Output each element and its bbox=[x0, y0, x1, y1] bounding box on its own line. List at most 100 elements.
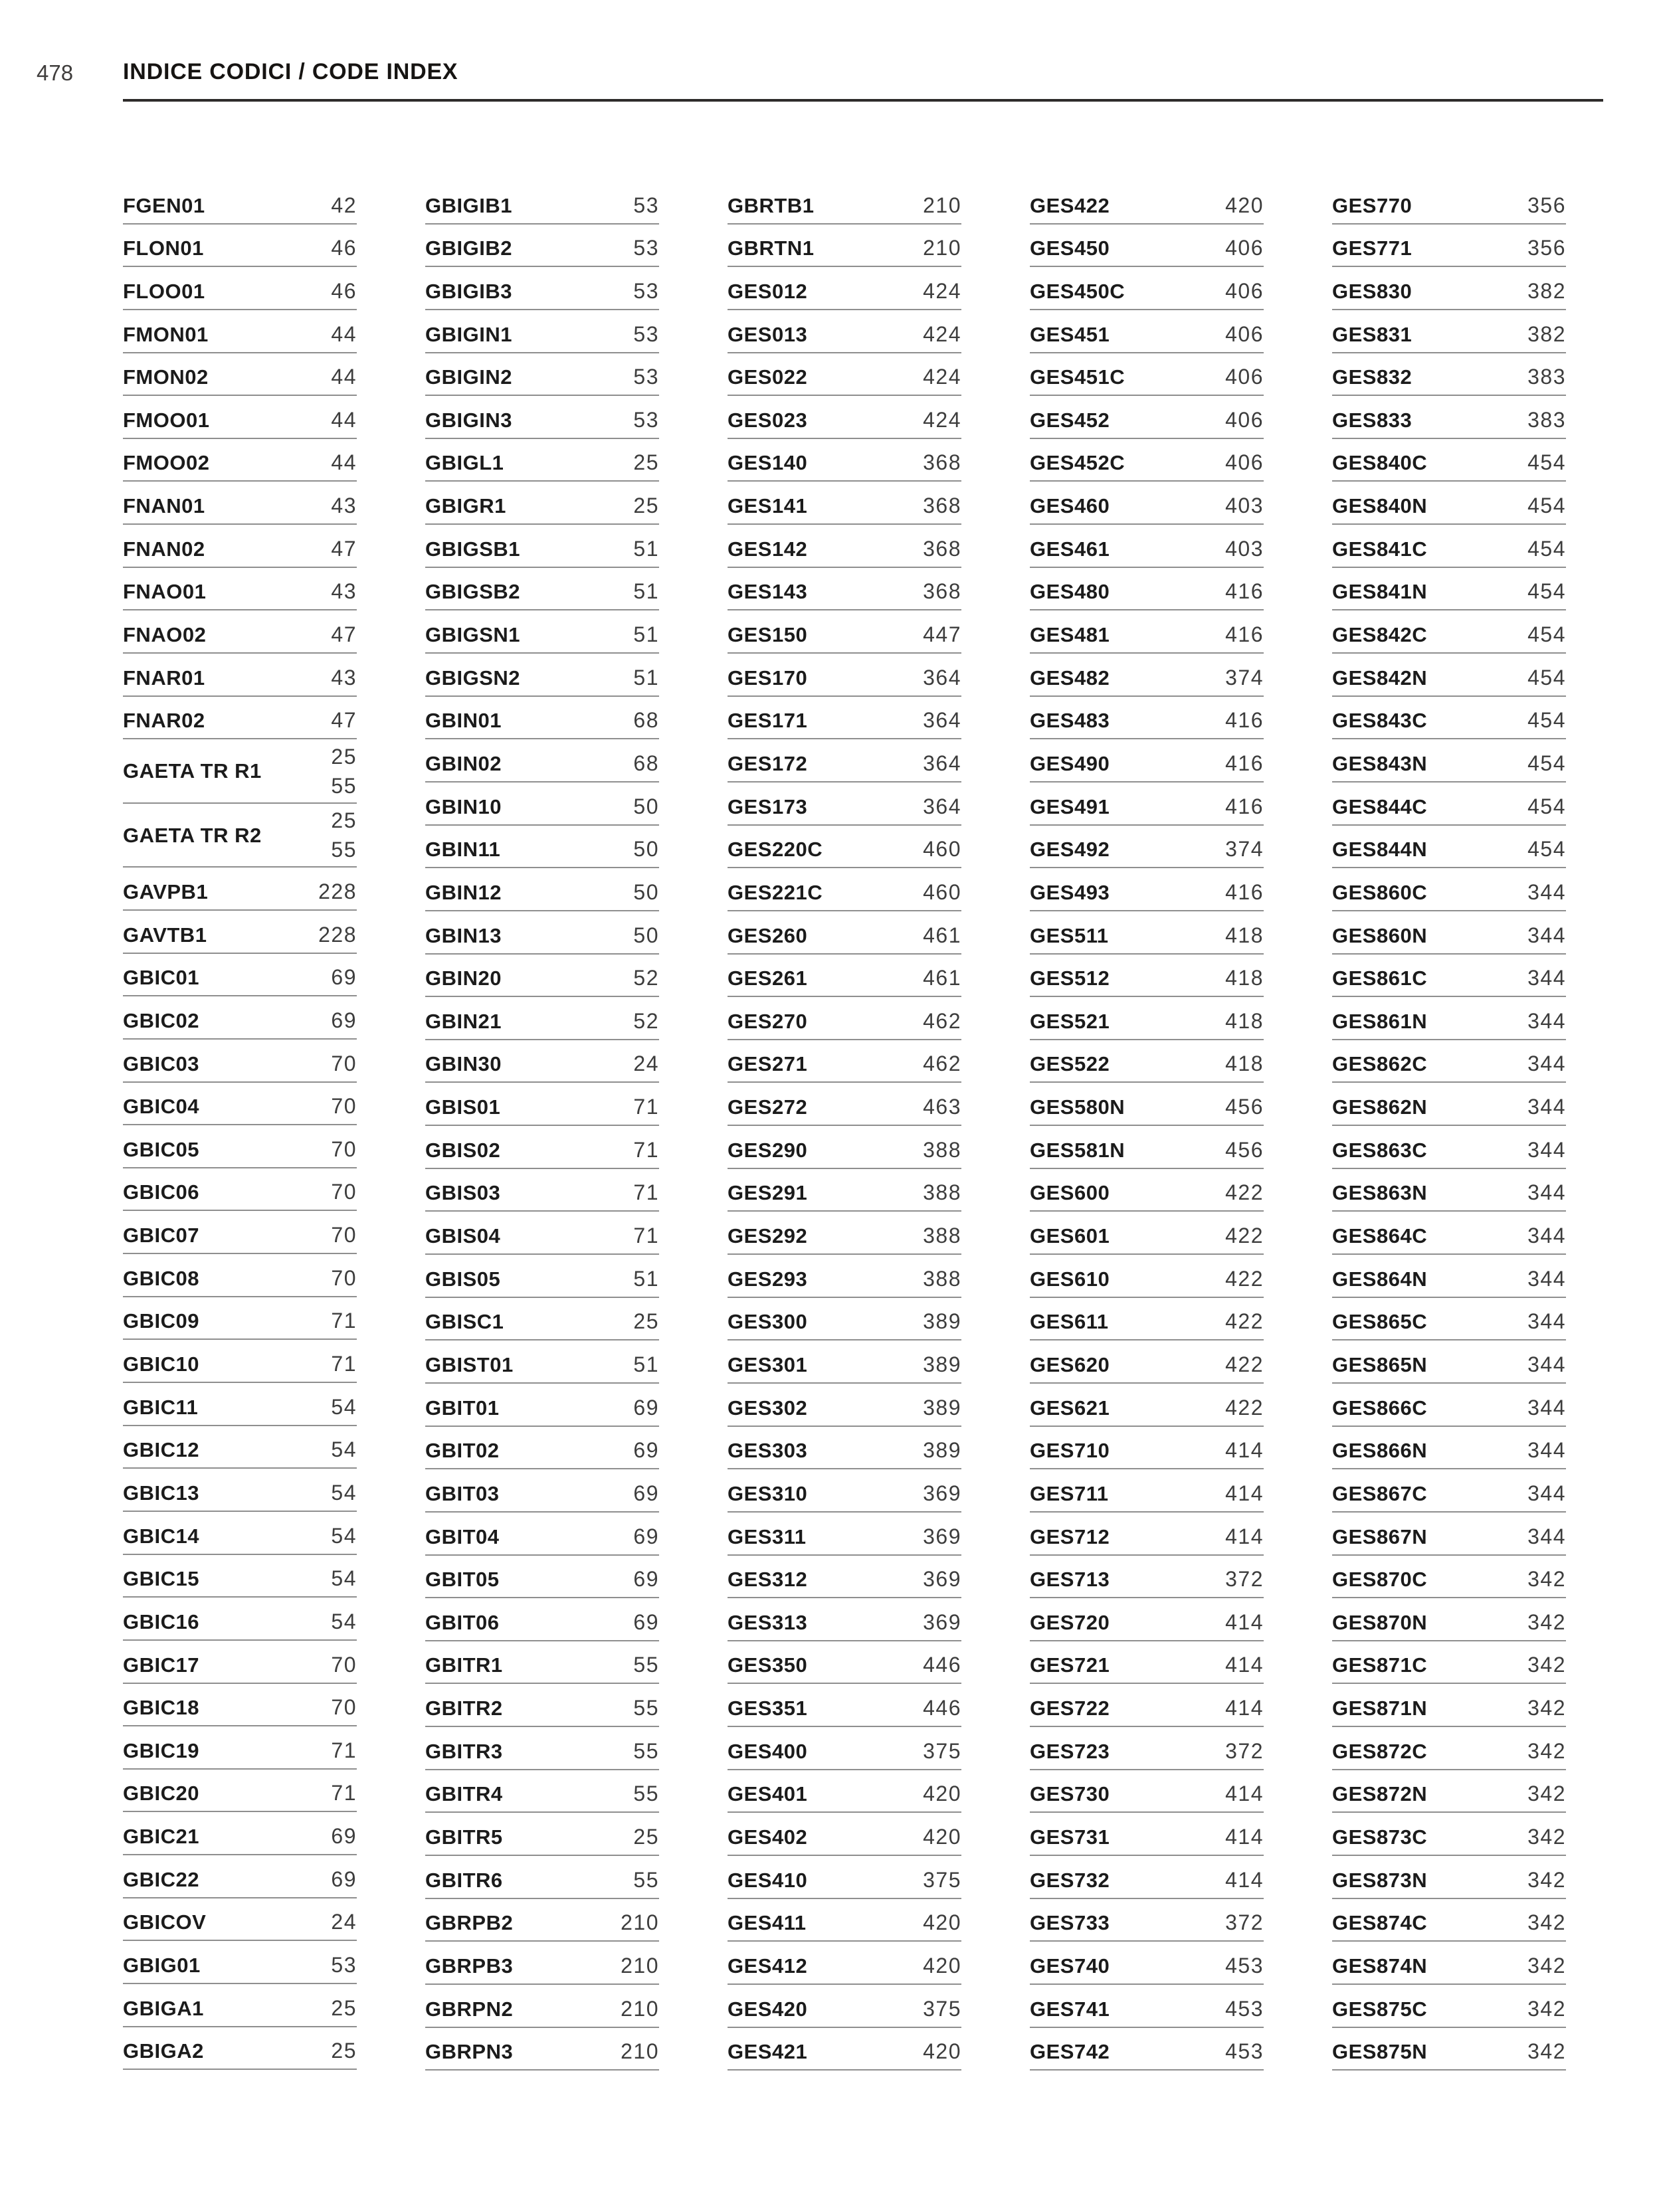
index-row: GES411 420 bbox=[728, 1899, 961, 1942]
page-number: 406 bbox=[1225, 450, 1264, 475]
index-row: GES863C 344 bbox=[1332, 1126, 1566, 1169]
page-number: 454 bbox=[1527, 794, 1566, 818]
page-number: 344 bbox=[1527, 1052, 1566, 1076]
index-row: FNAN02 47 bbox=[123, 525, 357, 568]
page-number: 364 bbox=[923, 665, 961, 690]
code-label: GBIGA2 bbox=[123, 2039, 204, 2063]
code-label: GES150 bbox=[728, 623, 808, 647]
code-label: GES611 bbox=[1030, 1310, 1109, 1334]
page-number: 453 bbox=[1225, 1996, 1264, 2021]
page-number: 462 bbox=[923, 1052, 961, 1076]
code-label: GBIGIB3 bbox=[425, 279, 512, 303]
code-label: GBITR6 bbox=[425, 1868, 503, 1892]
index-row: GES221C 460 bbox=[728, 868, 961, 911]
page-number: 69 bbox=[331, 1867, 357, 1891]
page-number: 369 bbox=[923, 1567, 961, 1592]
index-row: GES875N 342 bbox=[1332, 2028, 1566, 2071]
page-number: 454 bbox=[1527, 450, 1566, 475]
index-row: GBIGA1 25 bbox=[123, 1984, 357, 2027]
code-label: GBIGL1 bbox=[425, 451, 504, 475]
code-label: GES483 bbox=[1030, 709, 1110, 733]
index-row: GES844C 454 bbox=[1332, 783, 1566, 826]
code-label: GES871C bbox=[1332, 1653, 1428, 1677]
code-label: GBIC22 bbox=[123, 1867, 199, 1891]
page-number: 422 bbox=[1225, 1266, 1264, 1291]
code-label: GAVPB1 bbox=[123, 879, 209, 903]
code-label: GBIGIN1 bbox=[425, 322, 512, 346]
index-row: GBRPN2 210 bbox=[425, 1985, 659, 2028]
page-number: 228 bbox=[318, 922, 357, 947]
page-number: 70 bbox=[331, 1265, 357, 1290]
code-label: GBRPN2 bbox=[425, 1997, 514, 2021]
code-label: GES451 bbox=[1030, 322, 1110, 346]
page-number: 454 bbox=[1527, 536, 1566, 561]
page-number-line: 55 bbox=[331, 838, 357, 862]
page-number: 456 bbox=[1225, 1137, 1264, 1162]
code-label: GES720 bbox=[1030, 1610, 1110, 1634]
code-label: GES713 bbox=[1030, 1568, 1110, 1592]
code-label: GES450C bbox=[1030, 279, 1125, 303]
index-row: GES580N 456 bbox=[1030, 1083, 1264, 1127]
page-number: 414 bbox=[1225, 1481, 1264, 1505]
page-number-line: 25 bbox=[331, 808, 357, 833]
code-label: GES290 bbox=[728, 1138, 808, 1162]
page-number: 344 bbox=[1527, 1137, 1566, 1162]
code-label: GES581N bbox=[1030, 1138, 1125, 1162]
index-row: FNAO02 47 bbox=[123, 610, 357, 654]
index-row: GES581N 456 bbox=[1030, 1126, 1264, 1169]
code-label: GBRTN1 bbox=[728, 236, 815, 260]
page-number: 422 bbox=[1225, 1309, 1264, 1334]
page-number: 70 bbox=[331, 1695, 357, 1720]
index-row: GBIN13 50 bbox=[425, 911, 659, 955]
page-number: 420 bbox=[923, 1824, 961, 1849]
code-label: GBIS04 bbox=[425, 1224, 501, 1248]
code-label: GES460 bbox=[1030, 494, 1110, 518]
index-row: GES712 414 bbox=[1030, 1513, 1264, 1556]
page-number: 422 bbox=[1225, 1352, 1264, 1376]
index-row: GES023 424 bbox=[728, 396, 961, 439]
index-row: GBIC06 70 bbox=[123, 1168, 357, 1212]
page-number: 356 bbox=[1527, 193, 1566, 217]
code-label: GBIN20 bbox=[425, 967, 502, 990]
index-row: GBIT02 69 bbox=[425, 1427, 659, 1470]
index-row: GES290 388 bbox=[728, 1126, 961, 1169]
code-label: GBIN01 bbox=[425, 709, 502, 733]
code-label: GBIC20 bbox=[123, 1782, 199, 1805]
index-row: GES720 414 bbox=[1030, 1598, 1264, 1641]
page-number: 25 bbox=[331, 2039, 357, 2063]
code-label: GES421 bbox=[728, 2040, 808, 2064]
code-label: GES420 bbox=[728, 1997, 808, 2021]
page-number: 69 bbox=[633, 1610, 659, 1634]
code-label: GES293 bbox=[728, 1267, 808, 1291]
page-number: 51 bbox=[633, 579, 659, 604]
code-label: GAETA TR R1 bbox=[123, 759, 262, 783]
page-number: 69 bbox=[633, 1395, 659, 1420]
index-row: GES482 374 bbox=[1030, 654, 1264, 697]
index-row: GES731 414 bbox=[1030, 1813, 1264, 1856]
page-number: 70 bbox=[331, 1137, 357, 1161]
index-row: GBIGIB2 53 bbox=[425, 225, 659, 268]
page-number: 69 bbox=[633, 1567, 659, 1592]
code-label: GES872C bbox=[1332, 1739, 1428, 1763]
code-label: FNAO02 bbox=[123, 623, 207, 647]
page-number: 70 bbox=[331, 1223, 357, 1247]
code-label: GES832 bbox=[1332, 365, 1413, 389]
page-number: 71 bbox=[331, 1309, 357, 1333]
code-label: GES770 bbox=[1332, 193, 1413, 217]
code-label: GES270 bbox=[728, 1009, 808, 1033]
index-row: GES420 375 bbox=[728, 1985, 961, 2028]
page-number: 372 bbox=[1225, 1567, 1264, 1592]
page-number: 416 bbox=[1225, 579, 1264, 604]
code-label: GES867N bbox=[1332, 1524, 1428, 1548]
index-row: GAETA TR R2 25 55 bbox=[123, 804, 357, 868]
code-label: GES841N bbox=[1332, 580, 1428, 604]
index-row: GES873N 342 bbox=[1332, 1856, 1566, 1899]
page-number: 422 bbox=[1225, 1395, 1264, 1420]
index-row: GES511 418 bbox=[1030, 911, 1264, 955]
page-number: 420 bbox=[923, 2039, 961, 2064]
index-row: GES723 372 bbox=[1030, 1727, 1264, 1770]
index-row: GES412 420 bbox=[728, 1942, 961, 1985]
code-label: GBIC16 bbox=[123, 1610, 199, 1633]
page-number: 344 bbox=[1527, 1309, 1566, 1334]
code-label: GBITR2 bbox=[425, 1697, 503, 1720]
